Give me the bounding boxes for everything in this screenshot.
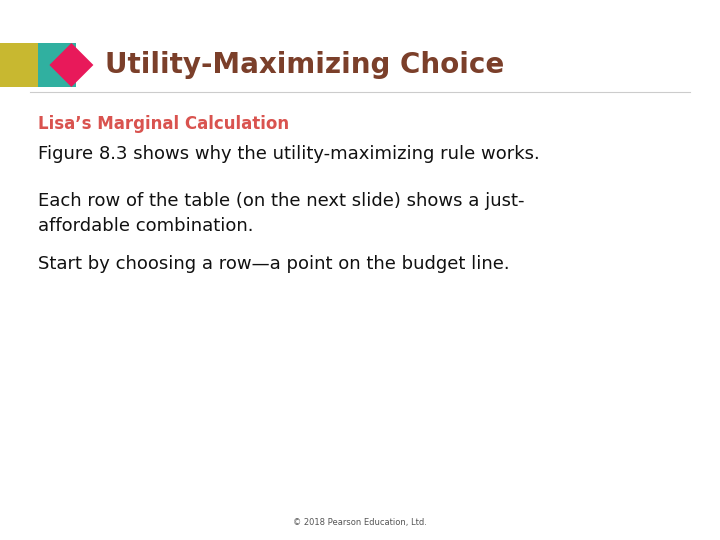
Text: Lisa’s Marginal Calculation: Lisa’s Marginal Calculation — [38, 115, 289, 133]
Text: Utility-Maximizing Choice: Utility-Maximizing Choice — [105, 51, 505, 79]
Text: © 2018 Pearson Education, Ltd.: © 2018 Pearson Education, Ltd. — [293, 517, 427, 526]
Polygon shape — [0, 43, 38, 87]
Polygon shape — [50, 43, 94, 87]
Text: Figure 8.3 shows why the utility-maximizing rule works.: Figure 8.3 shows why the utility-maximiz… — [38, 145, 540, 163]
Text: Each row of the table (on the next slide) shows a just-
affordable combination.: Each row of the table (on the next slide… — [38, 192, 524, 235]
Polygon shape — [38, 43, 76, 87]
Text: Start by choosing a row—a point on the budget line.: Start by choosing a row—a point on the b… — [38, 255, 510, 273]
